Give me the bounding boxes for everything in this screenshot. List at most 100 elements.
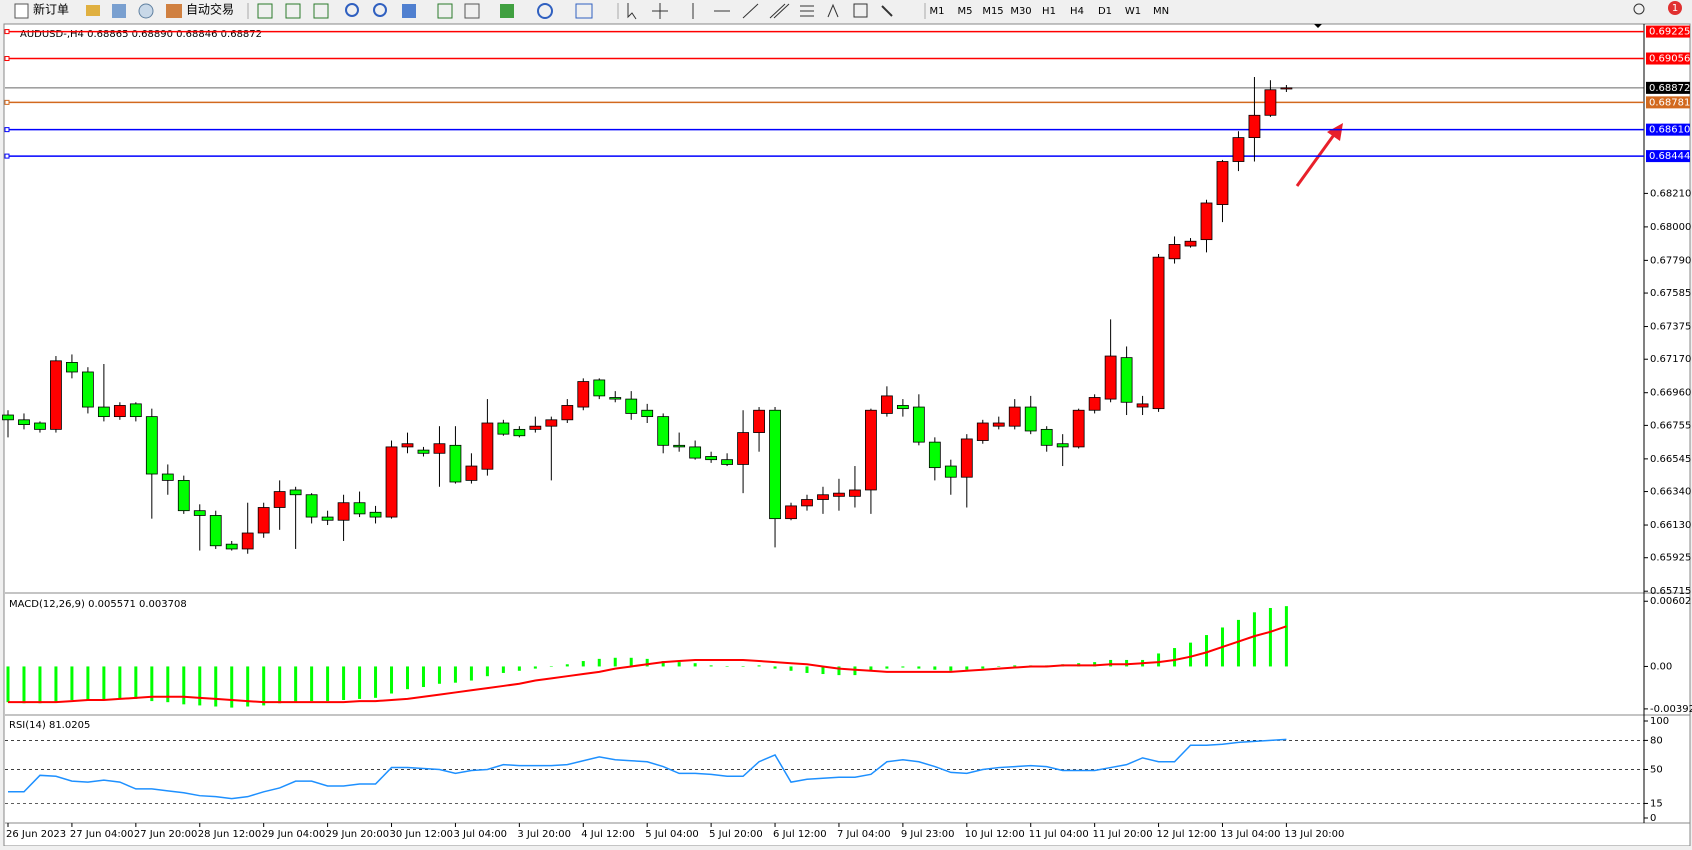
- macd-bar: [917, 666, 920, 668]
- y-tick-label: 50: [1650, 765, 1663, 776]
- level-label: 0.68610: [1649, 125, 1690, 136]
- x-tick-label: 12 Jul 12:00: [1157, 829, 1217, 840]
- candle-body: [929, 442, 940, 468]
- macd-bar: [390, 666, 393, 693]
- rsi-title: RSI(14) 81.0205: [9, 720, 90, 731]
- timeframe-button[interactable]: H4: [1070, 6, 1084, 17]
- level-label: 0.69056: [1649, 54, 1690, 65]
- y-tick-label: 80: [1650, 735, 1663, 746]
- candle-body: [82, 372, 93, 407]
- timeframe-button[interactable]: M1: [930, 6, 945, 17]
- auto-trading-icon[interactable]: [166, 4, 182, 18]
- candle-body: [370, 512, 381, 517]
- macd-bar: [22, 666, 25, 703]
- macd-bar: [278, 666, 281, 703]
- macd-bar: [1189, 643, 1192, 667]
- macd-bar: [774, 666, 777, 668]
- new-order-icon[interactable]: [15, 4, 28, 18]
- macd-bar: [134, 666, 137, 698]
- candle-body: [482, 423, 493, 469]
- macd-bar: [534, 666, 537, 668]
- candle-body: [674, 445, 685, 447]
- candle-body: [50, 361, 61, 430]
- candle-body: [66, 362, 77, 372]
- candle-body: [162, 474, 173, 480]
- icon[interactable]: [86, 5, 100, 16]
- new-order-button[interactable]: 新订单: [33, 2, 69, 17]
- candle-body: [802, 500, 813, 506]
- macd-bar: [981, 666, 984, 668]
- x-tick-label: 7 Jul 04:00: [837, 829, 891, 840]
- x-tick-label: 29 Jun 20:00: [326, 829, 390, 840]
- candle-body: [1009, 407, 1020, 426]
- candle-body: [290, 490, 301, 495]
- macd-bar: [86, 666, 89, 700]
- candle-body: [386, 447, 397, 517]
- candle-body: [722, 460, 733, 465]
- macd-bar: [758, 665, 761, 666]
- macd-bar: [1157, 653, 1160, 666]
- x-tick-label: 10 Jul 12:00: [965, 829, 1025, 840]
- icon[interactable]: [139, 4, 153, 18]
- macd-bar: [997, 666, 1000, 667]
- icon[interactable]: [402, 4, 416, 18]
- macd-bar: [614, 658, 617, 667]
- candle-body: [1089, 397, 1100, 410]
- macd-bar: [710, 665, 713, 666]
- macd-bar: [182, 666, 185, 704]
- macd-bar: [262, 666, 265, 705]
- candle-body: [1281, 88, 1292, 89]
- timeframe-button[interactable]: M30: [1010, 6, 1031, 17]
- timeframe-button[interactable]: D1: [1098, 6, 1112, 17]
- timeframe-button[interactable]: MN: [1153, 6, 1169, 17]
- candle-body: [1265, 90, 1276, 116]
- level-label: 0.68781: [1649, 97, 1690, 108]
- x-tick-label: 9 Jul 23:00: [901, 829, 955, 840]
- macd-bar: [230, 666, 233, 707]
- macd-bar: [949, 666, 952, 670]
- macd-bar: [1013, 665, 1016, 666]
- candle-body: [642, 410, 653, 416]
- candle-body: [690, 447, 701, 458]
- x-tick-label: 3 Jul 04:00: [453, 829, 507, 840]
- timeframe-button[interactable]: M15: [982, 6, 1003, 17]
- macd-bar: [214, 666, 217, 706]
- macd-bar: [790, 666, 793, 670]
- macd-bar: [1269, 608, 1272, 666]
- macd-bar: [1109, 660, 1112, 666]
- x-tick-label: 5 Jul 20:00: [709, 829, 763, 840]
- macd-bar: [518, 666, 521, 670]
- candle-body: [1169, 244, 1180, 258]
- candle-body: [1201, 203, 1212, 240]
- macd-bar: [118, 666, 121, 698]
- candle-body: [210, 515, 221, 545]
- timeframe-button[interactable]: M5: [958, 6, 973, 17]
- candle-body: [961, 439, 972, 477]
- candle-body: [610, 397, 621, 399]
- level-handle: [5, 100, 9, 104]
- auto-trading-button[interactable]: 自动交易: [186, 2, 234, 17]
- level-handle: [5, 154, 9, 158]
- icon[interactable]: [500, 4, 514, 18]
- icon[interactable]: [112, 4, 126, 18]
- candle-body: [1057, 444, 1068, 447]
- macd-bar: [694, 663, 697, 666]
- candle-body: [658, 417, 669, 446]
- candle-body: [498, 423, 509, 434]
- timeframe-button[interactable]: W1: [1125, 6, 1141, 17]
- timeframe-button[interactable]: H1: [1042, 6, 1056, 17]
- chart-window: [4, 24, 1690, 846]
- macd-bar: [198, 666, 201, 705]
- y-tick-label: 0.00: [1650, 661, 1672, 672]
- y-tick-label: 0.66545: [1650, 454, 1691, 465]
- y-tick-label: 0.68210: [1650, 188, 1691, 199]
- macd-bar: [374, 666, 377, 697]
- macd-bar: [1285, 606, 1288, 666]
- macd-bar: [726, 666, 729, 667]
- macd-bar: [885, 666, 888, 668]
- macd-bar: [598, 659, 601, 667]
- candle-body: [130, 404, 141, 417]
- macd-bar: [1125, 660, 1128, 666]
